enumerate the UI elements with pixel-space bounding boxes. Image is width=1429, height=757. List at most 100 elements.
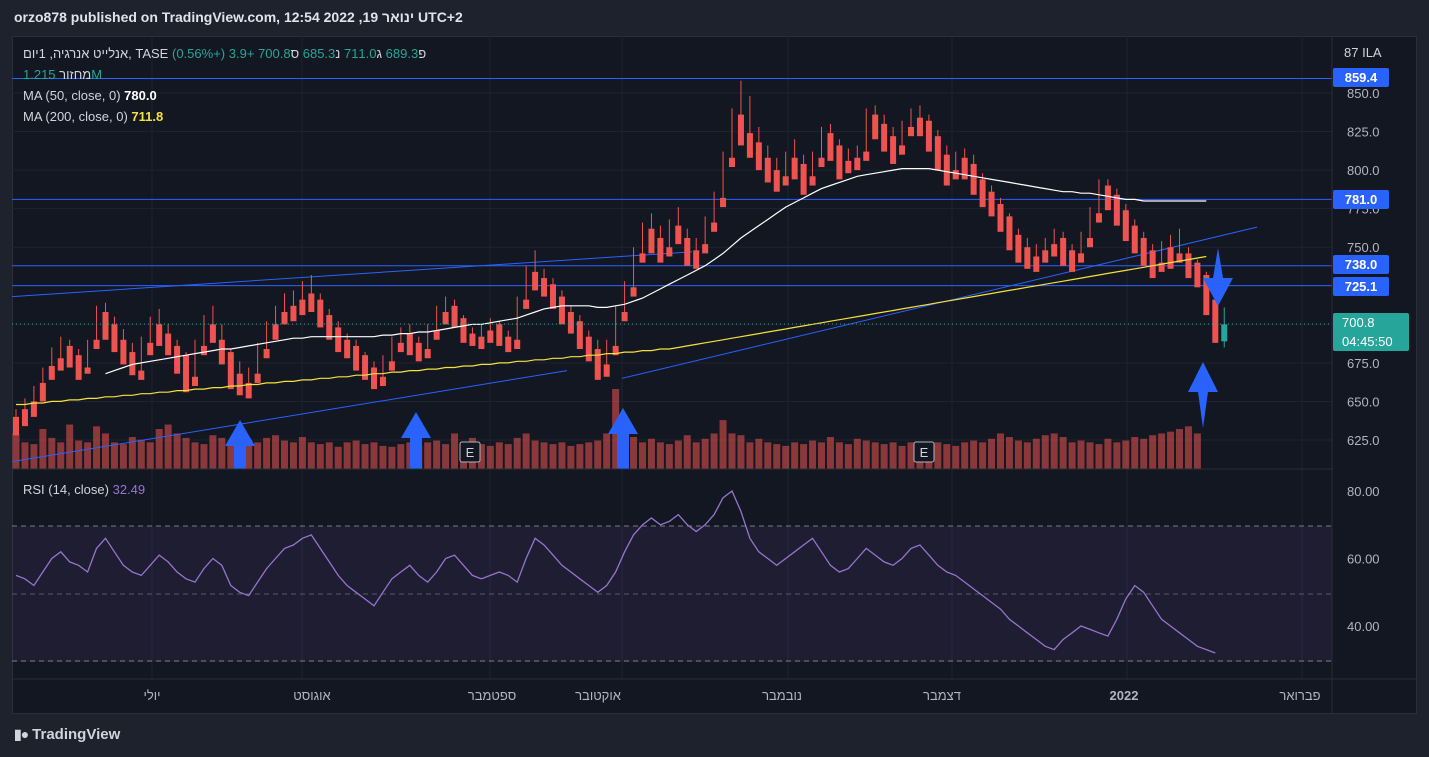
volume-bar — [1176, 429, 1183, 469]
volume-bar — [1032, 438, 1040, 469]
candle-body — [344, 339, 351, 359]
volume-bar — [110, 442, 118, 469]
time-tick-label: נובמבר — [762, 688, 802, 703]
volume-bar — [406, 442, 414, 469]
volume-bar — [424, 442, 432, 469]
candle-body — [397, 342, 404, 353]
candle-body — [1015, 234, 1022, 263]
volume-bar — [504, 444, 512, 469]
volume-bar — [164, 424, 172, 469]
candle-body — [281, 311, 288, 325]
volume-bar — [826, 437, 834, 469]
volume-bar — [665, 444, 673, 469]
candle-body — [1006, 216, 1013, 251]
candle-body — [1194, 262, 1201, 288]
volume-bar — [84, 442, 92, 469]
candle-body — [174, 345, 181, 374]
candle-body — [809, 176, 816, 186]
ma200-line — [16, 255, 1207, 406]
volume-bar — [764, 442, 772, 469]
candle-body — [84, 367, 91, 374]
volume-bar — [1158, 433, 1166, 469]
volume-bar — [128, 437, 136, 469]
candle-body — [227, 352, 234, 390]
current-price-value: 700.8 — [1342, 315, 1375, 330]
volume-bar — [782, 445, 790, 469]
volume-bar — [970, 440, 978, 469]
candle-body — [1051, 244, 1058, 257]
candle-body — [567, 311, 574, 334]
candle-body — [388, 361, 395, 371]
candle-body — [711, 222, 718, 232]
ma50-legend: MA (50, close, 0) 780.0 — [23, 88, 157, 103]
candle-body — [532, 271, 539, 291]
volume-bar — [21, 442, 29, 469]
lower-channel-line — [12, 370, 568, 463]
candle-body — [791, 157, 798, 180]
volume-bar — [379, 445, 387, 469]
volume-bar — [1131, 437, 1139, 469]
volume-bar — [75, 440, 83, 469]
volume-legend: מחזור 1.215M — [23, 67, 102, 82]
volume-bar — [692, 442, 700, 469]
candle-body — [263, 349, 270, 359]
level-tag-738: 738.0 — [1333, 255, 1389, 274]
candle-body — [460, 318, 467, 343]
volume-bar — [325, 442, 333, 469]
candle-body — [630, 287, 637, 297]
candle-body — [854, 157, 861, 171]
volume-bar — [30, 444, 38, 469]
candle-body — [371, 367, 377, 390]
volume-bar — [979, 442, 987, 469]
rsi-label: RSI (14, close) — [23, 482, 109, 497]
candle-body — [326, 315, 333, 340]
up-arrow-icon — [1188, 362, 1218, 428]
candle-body — [657, 237, 664, 263]
volume-bar — [898, 445, 906, 469]
chart-frame[interactable] — [12, 36, 1417, 714]
upper-channel-line — [12, 251, 693, 298]
candle-body — [908, 126, 914, 137]
volume-bar — [755, 438, 763, 469]
candle-body — [934, 136, 941, 171]
tradingview-logo[interactable]: ▮● TradingView — [14, 726, 120, 743]
candle-body — [442, 311, 449, 325]
candle-body — [621, 311, 628, 322]
candle-body — [379, 376, 386, 387]
countdown: 04:45:50 — [1342, 334, 1393, 349]
candle-body — [1122, 210, 1129, 242]
volume-bar — [1095, 444, 1103, 469]
candle-body — [1203, 274, 1210, 316]
price-tick-label: 800.0 — [1347, 163, 1380, 178]
candle-body — [102, 311, 109, 340]
rsi-axis: 80.00 60.00 40.00 — [1347, 484, 1380, 634]
candle-body — [899, 145, 906, 155]
volume-bar — [495, 442, 503, 469]
candle-body — [406, 333, 413, 356]
down-arrow-icon — [1203, 248, 1233, 306]
current-price-tag: 700.8 04:45:50 — [1333, 313, 1409, 351]
symbol-legend: אנלייט אנרגיה, 1יום, TASE פ689.3 ג711.0 … — [23, 46, 426, 61]
ma200-label: MA (200, close, 0) — [23, 109, 128, 124]
candle-body — [415, 342, 422, 362]
earnings-label: E — [920, 445, 929, 460]
time-tick-label: דצמבר — [923, 688, 961, 703]
candle-body — [952, 170, 959, 180]
volume-bar — [102, 433, 109, 469]
volume-bar — [218, 437, 226, 469]
candle-body — [290, 305, 297, 322]
candle-body — [254, 373, 261, 383]
up-arrow-icon — [225, 420, 255, 469]
volume-bar — [1149, 435, 1157, 469]
rsi-legend: RSI (14, close) 32.49 — [23, 482, 145, 497]
candle-body — [737, 114, 744, 146]
candle-body — [1060, 237, 1067, 266]
candle-body — [245, 382, 252, 399]
time-tick-label: 2022 — [1110, 688, 1139, 703]
candle-body — [925, 120, 932, 152]
candles — [13, 80, 1228, 436]
volume-bar — [245, 439, 253, 469]
volume-bar — [835, 442, 843, 469]
volume-bar — [862, 440, 870, 469]
